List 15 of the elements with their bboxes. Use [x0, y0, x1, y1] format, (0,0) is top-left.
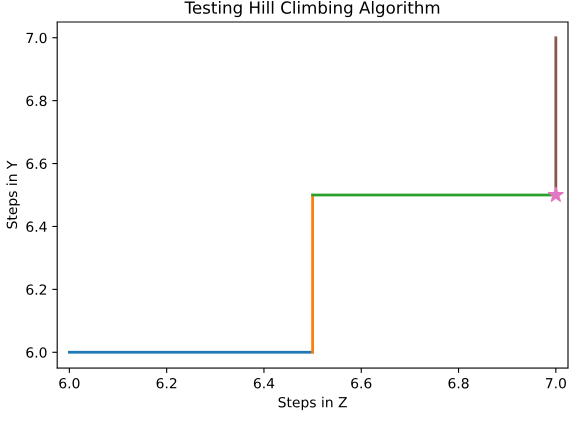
y-tick-label: 6.2	[26, 284, 46, 295]
y-tick-label: 6.6	[26, 158, 47, 170]
y-tick-label: 7.0	[26, 32, 47, 44]
x-axis-title: Steps in Z	[278, 396, 347, 410]
y-axis-title: Steps in Y	[6, 160, 20, 229]
x-tick-label: 6.6	[351, 378, 372, 388]
y-tick-label: 6.8	[26, 96, 47, 106]
x-tick-label: 6.4	[254, 378, 274, 388]
x-tick-label: 6.2	[156, 378, 176, 388]
y-tick-label: 6.0	[26, 347, 47, 358]
x-tick-label: 7.0	[546, 378, 566, 388]
y-tick-label: 6.4	[26, 221, 47, 232]
chart-title: Testing Hill Climbing Algorithm	[184, 1, 440, 18]
x-tick-label: 6.0	[59, 378, 80, 388]
x-tick-label: 6.8	[448, 378, 469, 388]
